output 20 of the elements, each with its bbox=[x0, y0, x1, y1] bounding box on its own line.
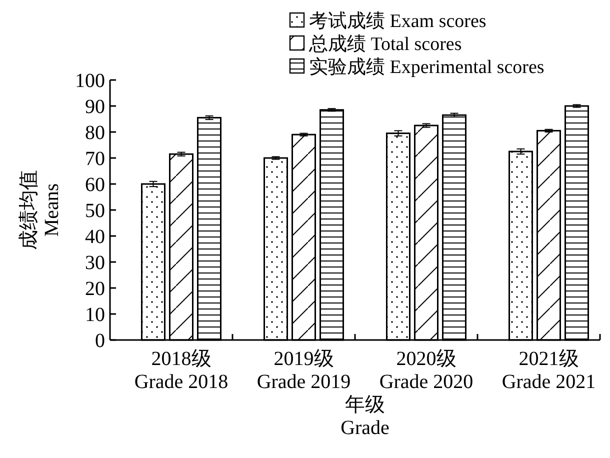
y-tick-label: 80 bbox=[85, 122, 105, 144]
y-tick-label: 40 bbox=[85, 226, 105, 248]
y-tick-label: 90 bbox=[85, 96, 105, 118]
y-tick-label: 100 bbox=[75, 70, 105, 92]
y-tick-label: 50 bbox=[85, 200, 105, 222]
y-tick-label: 30 bbox=[85, 252, 105, 274]
x-tick-label: 2021级 Grade 2021 bbox=[502, 348, 596, 393]
x-axis-title: 年级 Grade bbox=[340, 394, 390, 439]
y-tick-label: 20 bbox=[85, 278, 105, 300]
x-tick-label: 2019级 Grade 2019 bbox=[256, 348, 351, 393]
x-tick-label: 2020级 Grade 2020 bbox=[379, 348, 474, 393]
y-axis-title: 成绩均值 Means bbox=[18, 170, 63, 250]
y-tick-label: 70 bbox=[85, 148, 105, 170]
x-tick-label: 2018级 Grade 2018 bbox=[134, 348, 228, 393]
legend-label: 考试成绩 Exam scores bbox=[309, 11, 486, 32]
y-tick-label: 60 bbox=[85, 174, 105, 196]
legend-label: 实验成绩 Experimental scores bbox=[309, 56, 544, 78]
y-tick-label: 10 bbox=[85, 304, 105, 326]
legend-label: 总成绩 Total scores bbox=[308, 34, 462, 55]
y-tick-label: 0 bbox=[95, 330, 105, 352]
